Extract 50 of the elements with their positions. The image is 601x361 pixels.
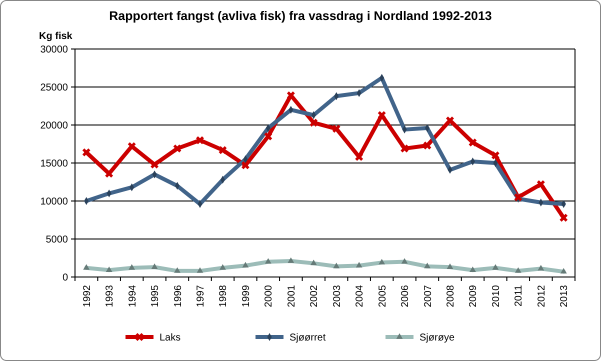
point [264, 132, 272, 140]
y-axis-title: Kg fisk [39, 31, 73, 42]
x-tick-label: 2005 [377, 284, 388, 308]
y-tick-label: 0 [62, 272, 68, 284]
point [423, 142, 432, 150]
point [128, 142, 136, 150]
x-tick-label: 2011 [514, 284, 525, 307]
legend-label: Sjøørret [290, 332, 326, 344]
point [173, 144, 182, 153]
x-tick-label: 2003 [332, 284, 343, 308]
x-tick-label: 2002 [309, 284, 320, 308]
point [218, 146, 227, 154]
point [82, 148, 90, 156]
legend-label: Laks [160, 332, 181, 344]
y-tick-label: 25000 [40, 82, 68, 94]
legend-label: Sjørøye [420, 332, 455, 344]
x-tick-label: 2007 [422, 284, 434, 308]
point [310, 118, 318, 127]
x-tick-label: 2004 [354, 284, 366, 308]
point [332, 124, 340, 133]
x-tick-label: 1997 [196, 284, 206, 308]
point [536, 180, 545, 188]
point [150, 160, 159, 169]
x-tick-label: 2010 [490, 284, 502, 308]
y-tick-label: 10000 [40, 196, 68, 208]
x-tick-label: 1992 [82, 284, 93, 308]
point [196, 136, 204, 144]
x-tick-label: 2013 [559, 284, 570, 308]
x-tick-label: 1996 [172, 284, 184, 308]
y-tick-label: 20000 [40, 120, 68, 132]
x-tick-label: 2006 [400, 284, 412, 308]
x-tick-label: 1993 [104, 284, 116, 308]
point [560, 214, 568, 222]
x-tick-label: 2012 [536, 284, 548, 308]
x-tick-label: 2001 [286, 284, 298, 308]
x-tick-label: 1994 [127, 284, 138, 308]
point [491, 151, 500, 160]
x-tick-label: 1995 [150, 284, 162, 308]
x-tick-label: 2009 [468, 284, 480, 308]
y-tick-label: 15000 [40, 158, 68, 170]
point [400, 144, 409, 153]
x-tick-label: 1998 [218, 284, 230, 308]
y-tick-label: 5000 [46, 234, 68, 246]
point [241, 161, 250, 170]
point [468, 138, 477, 146]
x-tick-label: 2008 [446, 284, 456, 308]
y-tick-label: 30000 [40, 44, 68, 56]
x-tick-label: 1999 [240, 284, 252, 308]
chart-title: Rapportert fangst (avliva fisk) fra vassdrag i Nordland 1992-2013 [109, 9, 492, 23]
x-tick-label: 2000 [264, 284, 275, 308]
